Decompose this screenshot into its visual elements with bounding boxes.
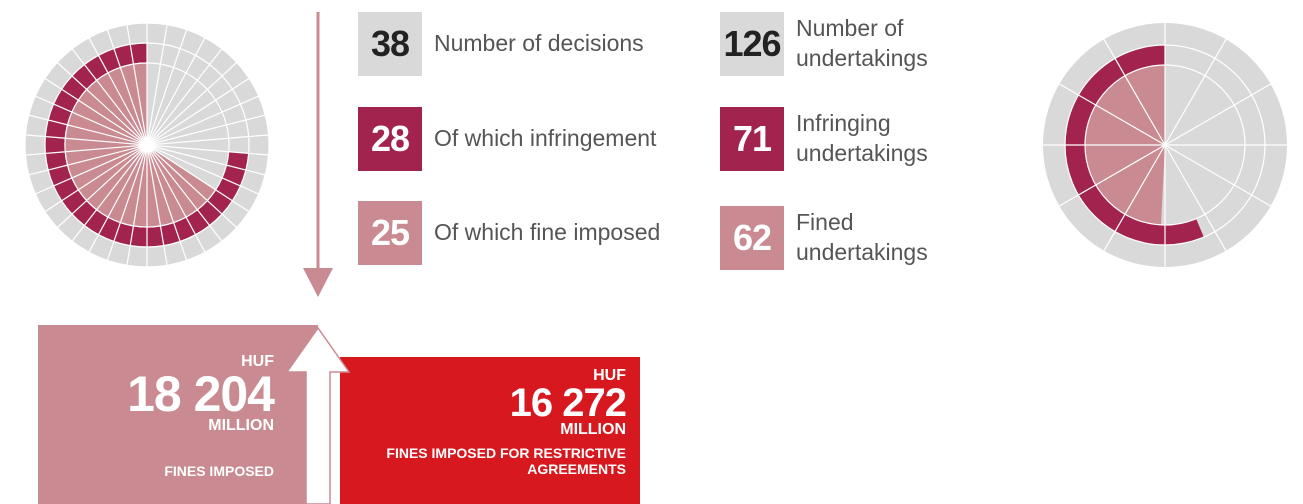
fine-box: HUF 16 272 MILLION FINES IMPOSED FOR RES…: [340, 357, 640, 504]
amount: 16 272: [509, 381, 627, 425]
arrow-head: [303, 268, 333, 297]
caption: FINES IMPOSED FOR RESTRICTIVE AGREEMENTS: [386, 445, 626, 477]
unit: MILLION: [208, 417, 274, 434]
fine-box: HUF 18 204 MILLION FINES IMPOSED: [38, 325, 318, 504]
infringing-arc: [1065, 45, 1204, 246]
currency: HUF: [241, 353, 274, 370]
spoke: [1059, 83, 1166, 146]
stat-value: 28: [358, 107, 422, 171]
stat: 126 Number of undertakings: [720, 12, 956, 76]
stat: 71 Infringing undertakings: [720, 107, 956, 171]
stat-value: 25: [358, 201, 422, 265]
stat-label: Number of undertakings: [796, 15, 928, 71]
stat-label: Infringing undertakings: [796, 110, 928, 166]
ring: [1084, 64, 1246, 226]
stat-value: 71: [720, 107, 784, 171]
caption: FINES IMPOSED: [164, 463, 274, 479]
stat-label: Fined undertakings: [796, 209, 928, 265]
currency: HUF: [593, 367, 626, 384]
spoke: [1164, 39, 1227, 146]
spoke: [1103, 144, 1166, 251]
stat-label: Number of decisions: [434, 30, 644, 57]
spoke: [1164, 83, 1271, 146]
amount: 18 204: [127, 366, 275, 422]
stat: 25 Of which fine imposed: [358, 201, 660, 265]
spoke: [1164, 144, 1227, 251]
stat: 28 Of which infringement: [358, 107, 656, 171]
stat-value: 62: [720, 206, 784, 270]
stat-label: Of which infringement: [434, 125, 657, 152]
stat-value: 38: [358, 12, 422, 76]
stat-value: 126: [720, 12, 784, 76]
stat: 38 Number of decisions: [358, 12, 644, 76]
spoke: [1103, 39, 1166, 146]
unit: MILLION: [560, 421, 626, 438]
spoke: [1059, 144, 1166, 207]
ring: [1064, 44, 1266, 246]
fine-cells: [64, 62, 217, 228]
stat: 62 Fined undertakings: [720, 206, 956, 270]
spoke: [1164, 144, 1271, 207]
stat-label: Of which fine imposed: [434, 219, 661, 246]
